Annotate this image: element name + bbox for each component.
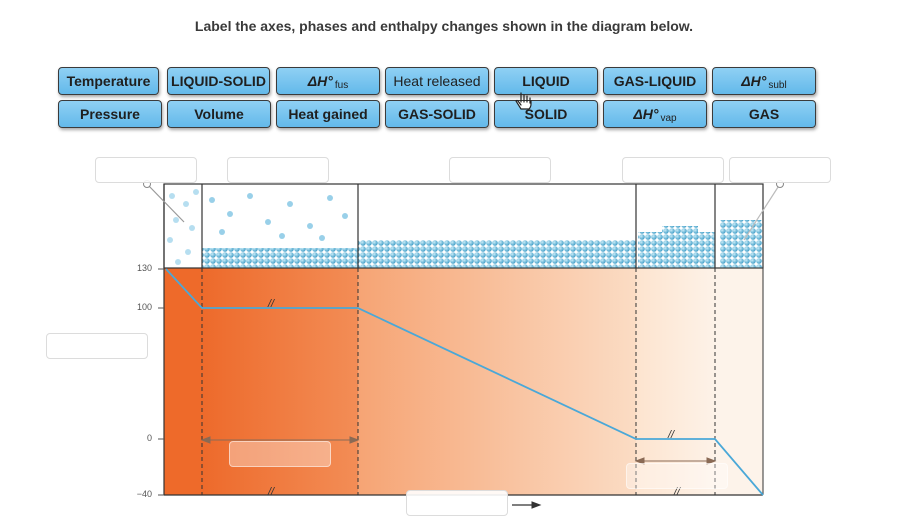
chip-symbol: ΔH° <box>633 106 659 122</box>
solid-liquid-layer <box>638 232 715 268</box>
label-chip-solid[interactable]: SOLID <box>494 100 598 128</box>
label-chip-liquid-solid[interactable]: LIQUID-SOLID <box>167 67 270 95</box>
chip-text: GAS <box>748 106 780 122</box>
chip-text: SOLID <box>524 106 568 122</box>
enthalpy-arrow-vap <box>200 436 360 444</box>
drop-target-enthalpy-1[interactable] <box>229 441 331 467</box>
chip-text: LIQUID <box>522 73 570 89</box>
phase-boundaries <box>201 268 716 495</box>
region-4 <box>636 268 715 495</box>
label-chip-temperature[interactable]: Temperature <box>58 67 159 95</box>
cooling-curve <box>165 268 764 496</box>
chip-symbol: ΔH° <box>741 73 767 89</box>
label-chip-heat-released[interactable]: Heat released <box>385 67 489 95</box>
label-chip-gas[interactable]: GAS <box>712 100 816 128</box>
region-1 <box>164 268 202 495</box>
label-chip-gas-solid[interactable]: GAS-SOLID <box>385 100 489 128</box>
y-tick-label: 0 <box>146 433 152 443</box>
liquid-layer-1 <box>202 248 358 268</box>
gas-molecules <box>167 189 199 265</box>
region-3 <box>358 268 636 495</box>
hand-pointer-icon <box>515 92 533 117</box>
chip-subscript: fus <box>334 79 349 91</box>
drop-target-top-left[interactable] <box>95 157 197 183</box>
break-mark: // <box>268 298 275 310</box>
break-mark: // <box>674 486 681 498</box>
break-mark: // <box>668 429 675 441</box>
label-chip-dh-fus[interactable]: ΔH° fus <box>276 67 380 95</box>
label-chip-liquid[interactable]: LIQUID <box>494 67 598 95</box>
drop-target-liquid-solid-region[interactable] <box>622 157 724 183</box>
gas-liquid-molecules <box>209 193 348 241</box>
label-chip-pressure[interactable]: Pressure <box>58 100 162 128</box>
drop-target-enthalpy-2[interactable] <box>626 463 728 489</box>
liquid-layer-2 <box>358 240 636 268</box>
y-tick-label: −40 <box>136 489 152 499</box>
chip-text: GAS-SOLID <box>398 106 476 122</box>
drop-target-top-right[interactable] <box>729 157 831 183</box>
solid-layer <box>720 220 763 268</box>
chip-text: Temperature <box>66 73 151 89</box>
y-tick-label: 130 <box>136 263 152 273</box>
label-chip-heat-gained[interactable]: Heat gained <box>276 100 380 128</box>
chip-text: Pressure <box>80 106 140 122</box>
label-chip-volume[interactable]: Volume <box>167 100 271 128</box>
chip-symbol: ΔH° <box>307 73 333 89</box>
drop-target-gas-liquid-region[interactable] <box>227 157 329 183</box>
instruction-text: Label the axes, phases and enthalpy chan… <box>194 18 694 34</box>
chip-text: Heat released <box>393 73 481 89</box>
solid-cap <box>662 226 698 232</box>
region-5 <box>715 268 763 495</box>
drop-target-liquid-region[interactable] <box>449 157 551 183</box>
chip-text: GAS-LIQUID <box>613 73 697 89</box>
drop-target-x-axis[interactable] <box>406 490 508 516</box>
chip-text: Heat gained <box>288 106 368 122</box>
x-direction-arrow <box>512 501 542 509</box>
region-2 <box>202 268 358 495</box>
chip-subscript: subl <box>768 79 787 91</box>
chip-text: LIQUID-SOLID <box>171 73 266 89</box>
enthalpy-arrow-fus <box>634 457 717 465</box>
label-chip-dh-vap[interactable]: ΔH° vap <box>603 100 707 128</box>
chip-text: Volume <box>194 106 244 122</box>
break-mark: // <box>268 486 275 498</box>
label-chip-dh-subl[interactable]: ΔH° subl <box>712 67 816 95</box>
drop-target-y-axis[interactable] <box>46 333 148 359</box>
chip-subscript: vap <box>660 112 677 124</box>
y-tick-label: 100 <box>136 302 152 312</box>
label-chip-gas-liquid[interactable]: GAS-LIQUID <box>603 67 707 95</box>
